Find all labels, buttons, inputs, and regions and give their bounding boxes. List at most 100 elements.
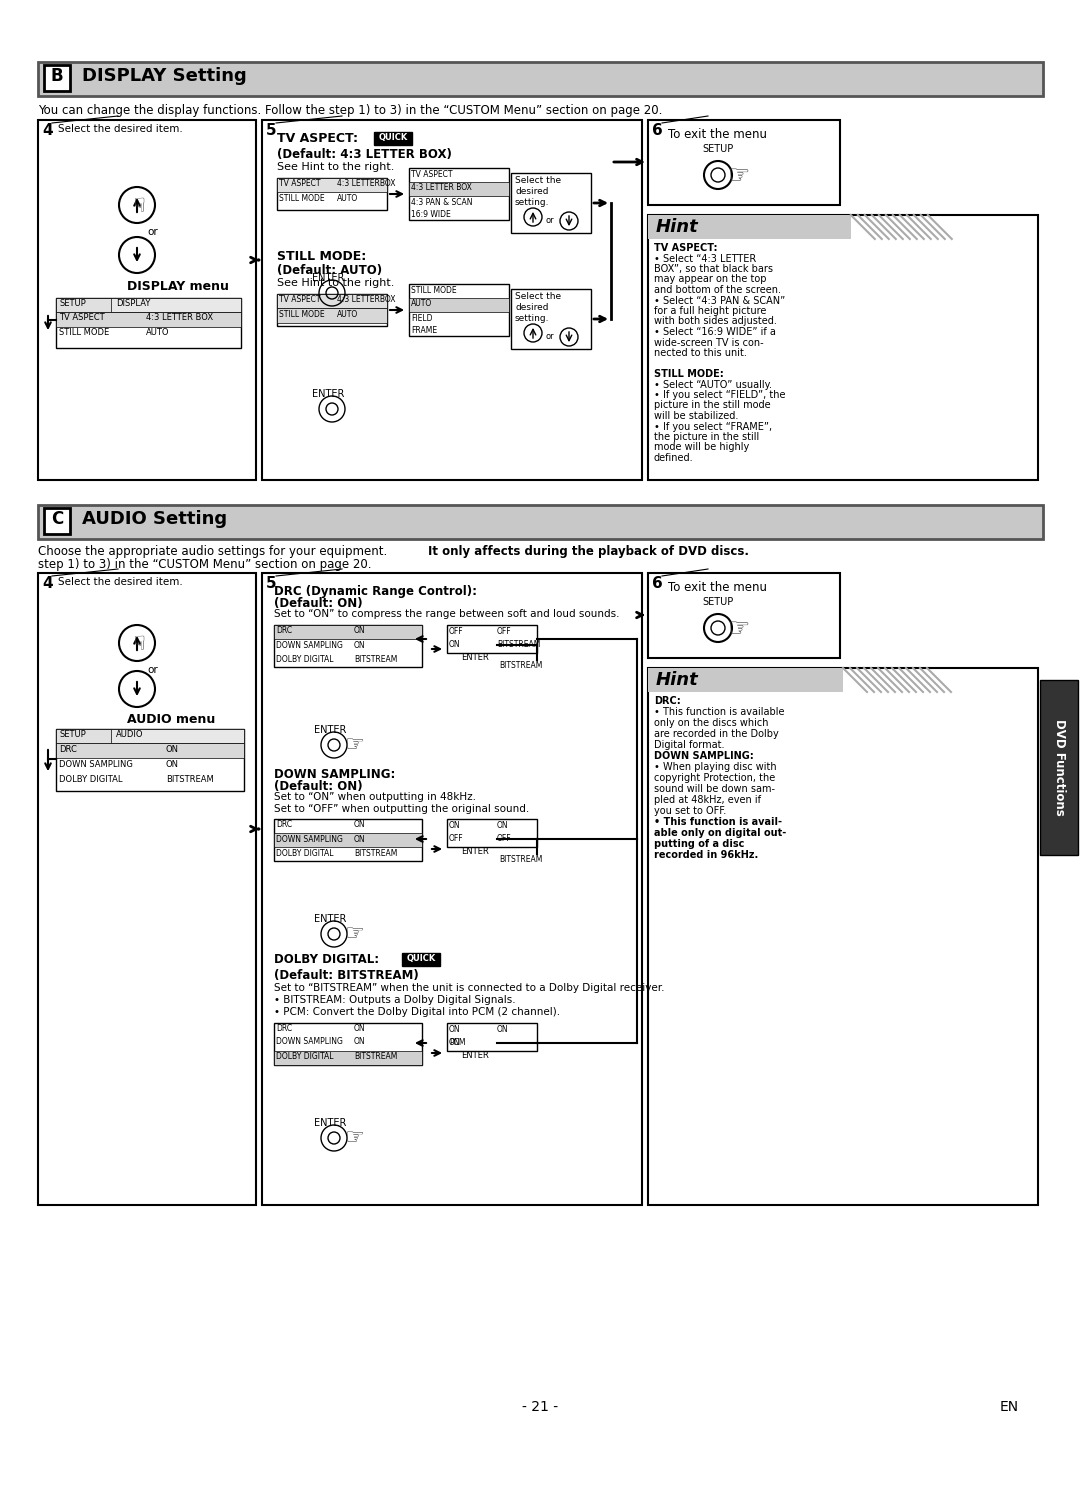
Text: setting.: setting. [515,198,550,207]
Text: ENTER: ENTER [461,1051,489,1060]
Text: DISPLAY menu: DISPLAY menu [127,280,229,293]
Text: ON: ON [354,641,366,650]
Text: or: or [546,332,555,341]
Text: ON: ON [449,821,461,830]
Text: • This function is avail-: • This function is avail- [654,816,782,827]
Text: ENTER: ENTER [314,915,347,923]
Text: • Select “16:9 WIDE” if a: • Select “16:9 WIDE” if a [654,327,775,338]
Text: ENTER: ENTER [312,390,345,399]
Text: DOLBY DIGITAL: DOLBY DIGITAL [276,849,334,858]
Text: • PCM: Convert the Dolby Digital into PCM (2 channel).: • PCM: Convert the Dolby Digital into PC… [274,1007,561,1017]
Text: Set to “BITSTREAM” when the unit is connected to a Dolby Digital receiver.: Set to “BITSTREAM” when the unit is conn… [274,983,664,993]
Bar [648,216,1038,480]
Text: ON: ON [449,1038,461,1047]
Text: BITSTREAM: BITSTREAM [499,662,542,671]
Text: copyright Protection, the: copyright Protection, the [654,773,775,784]
Text: ☞: ☞ [728,617,751,641]
Text: ON: ON [166,760,179,769]
Text: It only affects during the playback of DVD discs.: It only affects during the playback of D… [428,546,750,558]
Text: Select the desired item.: Select the desired item. [58,123,183,134]
Text: TV ASPECT: TV ASPECT [279,178,321,187]
Text: DISPLAY Setting: DISPLAY Setting [82,67,246,85]
Text: BITSTREAM: BITSTREAM [354,1051,397,1062]
Text: setting.: setting. [515,314,550,323]
Text: AUTO: AUTO [337,193,359,204]
Bar [262,120,642,480]
Bar [56,729,244,744]
Text: only on the discs which: only on the discs which [654,718,769,729]
Text: Hint: Hint [656,219,699,236]
Text: DRC: DRC [59,745,77,754]
Text: STILL MODE: STILL MODE [279,193,325,204]
Bar [274,833,422,848]
Text: desired: desired [515,303,549,312]
Bar [409,181,509,196]
Text: TV ASPECT: TV ASPECT [59,312,105,323]
Text: STILL MODE: STILL MODE [411,286,457,294]
Bar [274,1023,422,1065]
Text: DOLBY DIGITAL: DOLBY DIGITAL [276,1051,334,1062]
Bar [44,65,70,91]
Text: or: or [147,228,158,236]
Text: ☞: ☞ [345,735,364,755]
Text: or: or [147,665,158,675]
Text: sound will be down sam-: sound will be down sam- [654,784,775,794]
Text: AUDIO: AUDIO [116,730,144,739]
Text: BITSTREAM: BITSTREAM [166,775,214,784]
Bar [1040,680,1078,855]
Text: DOWN SAMPLING: DOWN SAMPLING [276,1036,342,1045]
Text: (Default: 4:3 LETTER BOX): (Default: 4:3 LETTER BOX) [276,149,451,161]
Text: • Select “4:3 PAN & SCAN”: • Select “4:3 PAN & SCAN” [654,296,785,305]
Bar [274,819,422,861]
Text: DOWN SAMPLING:: DOWN SAMPLING: [654,751,754,761]
Text: See Hint to the right.: See Hint to the right. [276,278,394,288]
Text: ENTER: ENTER [461,848,489,857]
Bar [648,668,1038,1204]
Bar [38,506,1043,538]
Text: (Default: ON): (Default: ON) [274,781,363,793]
Bar [44,509,70,534]
Text: will be stabilized.: will be stabilized. [654,410,739,421]
Text: 6: 6 [652,575,663,590]
Bar [511,288,591,349]
Text: • BITSTREAM: Outputs a Dolby Digital Signals.: • BITSTREAM: Outputs a Dolby Digital Sig… [274,995,515,1005]
Text: step 1) to 3) in the “CUSTOM Menu” section on page 20.: step 1) to 3) in the “CUSTOM Menu” secti… [38,558,372,571]
Text: pled at 48kHz, even if: pled at 48kHz, even if [654,796,761,804]
Text: 6: 6 [652,123,663,138]
Bar [648,120,840,205]
Text: DOWN SAMPLING: DOWN SAMPLING [276,641,342,650]
Text: ON: ON [497,821,509,830]
Text: OFF: OFF [449,628,463,636]
Text: • Select “AUTO” usually.: • Select “AUTO” usually. [654,379,772,390]
Text: TV ASPECT: TV ASPECT [279,294,321,303]
Text: BITSTREAM: BITSTREAM [497,639,540,648]
Text: PCM: PCM [449,1038,465,1047]
Text: FIELD: FIELD [411,314,432,323]
Text: STILL MODE: STILL MODE [59,329,109,338]
Text: OFF: OFF [497,834,512,843]
Text: AUTO: AUTO [411,299,432,308]
Text: 4: 4 [42,123,53,138]
Text: BITSTREAM: BITSTREAM [499,855,542,864]
Text: • When playing disc with: • When playing disc with [654,761,777,772]
Bar [409,284,509,336]
Text: 5: 5 [266,123,276,138]
Bar [38,572,256,1204]
Text: 4:3 LETTERBOX: 4:3 LETTERBOX [337,178,395,187]
Text: defined.: defined. [654,454,693,462]
Text: ON: ON [166,745,179,754]
Text: • If you select “FIELD”, the: • If you select “FIELD”, the [654,390,785,400]
Bar [648,668,843,691]
Text: BITSTREAM: BITSTREAM [354,654,397,665]
Bar [276,294,387,308]
Text: ON: ON [449,639,461,648]
Text: wide-screen TV is con-: wide-screen TV is con- [654,338,764,348]
Bar [38,120,256,480]
Bar [374,132,411,146]
Text: See Hint to the right.: See Hint to the right. [276,162,394,172]
Bar [276,178,387,192]
Text: ENTER: ENTER [314,1118,347,1129]
Text: or: or [546,216,555,225]
Text: Digital format.: Digital format. [654,741,725,749]
Text: Choose the appropriate audio settings for your equipment.: Choose the appropriate audio settings fo… [38,546,391,558]
